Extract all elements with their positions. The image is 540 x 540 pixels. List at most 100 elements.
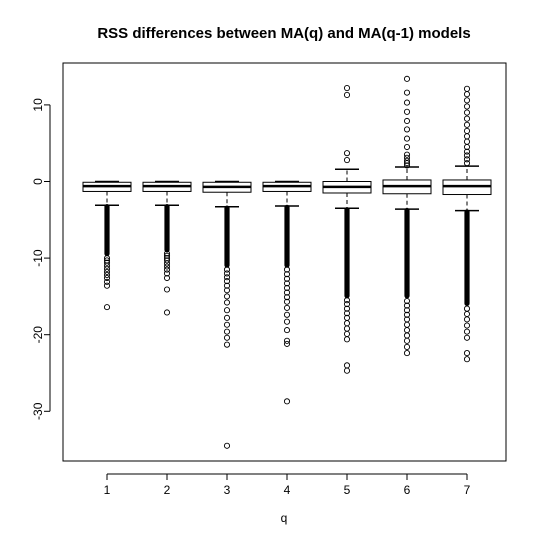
outlier-point [163,250,171,257]
x-tick-label: 2 [164,483,171,497]
outlier-point [463,322,471,329]
outlier-point [463,85,471,92]
outlier-point [463,316,471,323]
outlier-point [343,330,351,337]
outlier-point [463,328,471,335]
outlier-point [403,99,411,106]
outlier-point [463,156,471,163]
outlier-dense-band [344,207,350,299]
plot-area [62,62,507,462]
outlier-point [283,311,291,318]
outlier-point [163,252,171,259]
outlier-point [283,298,291,305]
box-group-q6 [382,75,432,357]
outlier-point [403,162,411,169]
outlier-point [403,143,411,151]
outlier-point [223,266,231,273]
outlier-point [223,270,231,277]
outlier-point [103,274,111,282]
outlier-point [283,304,291,311]
x-tick-label: 6 [404,483,411,497]
outlier-point [343,367,351,374]
outlier-point [163,274,171,282]
outlier-point [223,299,231,306]
outlier-dense-band [464,209,470,307]
outlier-point [283,271,291,278]
outlier-point [403,337,411,344]
outlier-point [463,133,471,140]
outlier-point [403,126,411,133]
outlier-point [403,117,411,125]
outlier-point [403,302,411,309]
outlier-point [463,152,471,159]
outlier-point [103,262,111,269]
outlier-point [283,284,291,292]
y-tick-label: -30 [31,402,45,420]
outlier-point [103,268,111,275]
outlier-point [223,442,231,449]
outlier-point [403,297,411,305]
outlier-point [343,157,351,164]
outlier-point [343,150,351,157]
outlier-point [163,270,171,277]
outlier-point [163,257,171,264]
outlier-point [343,84,351,92]
outlier-point [343,310,351,317]
outlier-point [283,398,291,405]
outlier-point [223,314,231,321]
outlier-point [403,332,411,339]
chart-title: RSS differences between MA(q) and MA(q-1… [97,25,470,42]
outlier-point [403,311,411,318]
outlier-point [163,260,171,267]
outlier-dense-band [224,205,230,268]
y-tick-label: 10 [31,98,45,112]
outlier-point [103,265,111,272]
outlier-point [343,325,351,332]
outlier-point [343,305,351,312]
outlier-point [283,275,291,282]
outlier-point [463,138,471,145]
outlier-point [223,293,231,300]
outlier-point [223,274,231,281]
box-group-q2 [142,180,192,316]
outlier-point [463,305,471,312]
y-tick-label: 0 [31,178,45,185]
outlier-point [343,362,351,369]
outlier-point [103,282,111,289]
outlier-point [463,356,471,363]
outlier-point [343,297,351,304]
outlier-point [463,334,471,341]
outlier-point [463,109,471,116]
outlier-point [223,278,231,285]
outlier-point [463,310,471,318]
outlier-point [463,121,471,128]
outlier-point [223,328,231,335]
outlier-point [403,321,411,328]
outlier-point [463,350,471,357]
outlier-point [343,336,351,343]
outlier-point [403,343,411,351]
outlier-point [343,301,351,308]
outlier-point [463,97,471,104]
outlier-point [283,327,291,334]
outlier-dense-band [284,204,290,268]
outlier-point [403,151,411,158]
outlier-point [283,294,291,301]
outlier-point [403,108,411,115]
outlier-point [283,266,291,273]
outlier-point [223,334,231,341]
outlier-point [403,157,411,164]
outlier-point [103,255,111,262]
y-tick-label: -20 [31,326,45,344]
x-axis-label: q [281,511,288,525]
outlier-dense-band [164,204,170,253]
outlier-point [463,91,471,98]
outlier-point [223,321,231,328]
outlier-point [463,148,471,155]
outlier-point [223,287,231,294]
box-group-q4 [262,180,312,405]
box-group-q1 [82,180,132,311]
outlier-point [103,278,111,285]
x-tick-label: 3 [224,483,231,497]
